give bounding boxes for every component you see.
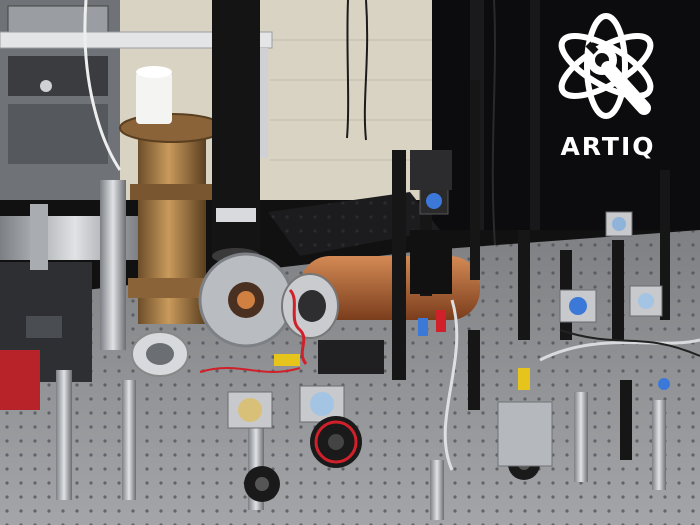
rack-instrument — [8, 56, 108, 96]
tube-flange — [30, 204, 48, 270]
table-cable — [443, 299, 459, 471]
tube-ring — [216, 208, 256, 222]
steel-support-post — [100, 180, 126, 350]
red-coil-wire — [288, 288, 308, 365]
chamber-band — [128, 278, 220, 298]
camera-body — [410, 230, 452, 294]
red-marker — [436, 310, 446, 332]
metal-shelf — [0, 31, 273, 49]
camera-body — [410, 150, 452, 190]
table-cable — [539, 338, 700, 362]
detector-module — [318, 340, 384, 374]
blue-marker — [658, 378, 670, 390]
yellow-marker — [518, 368, 530, 390]
artiq-logo: ARTIQ — [548, 8, 668, 168]
mirror-mounts — [227, 187, 663, 429]
curtain-fold — [530, 0, 540, 230]
red-mount — [0, 350, 40, 410]
hanging-cable — [346, 0, 350, 139]
chamber-window — [237, 291, 255, 309]
white-cap — [136, 72, 172, 124]
hanging-cable — [363, 0, 369, 141]
table-cable — [199, 367, 301, 373]
atom-wrench-icon — [558, 13, 654, 119]
shelf-leg — [260, 48, 268, 158]
blue-marker — [418, 318, 428, 336]
hanging-cable — [491, 0, 497, 261]
table-cable — [559, 329, 700, 357]
box-label — [26, 316, 62, 338]
yellow-marker — [274, 354, 300, 366]
table-cable — [83, 0, 122, 171]
wall-bricks — [270, 39, 440, 161]
instrument-knob — [40, 80, 52, 92]
steel-beam-tube — [0, 216, 150, 260]
rack-instrument — [8, 104, 108, 164]
detector-module — [497, 401, 553, 467]
chamber-band — [130, 184, 214, 200]
logo-wordmark: ARTIQ — [560, 132, 656, 161]
